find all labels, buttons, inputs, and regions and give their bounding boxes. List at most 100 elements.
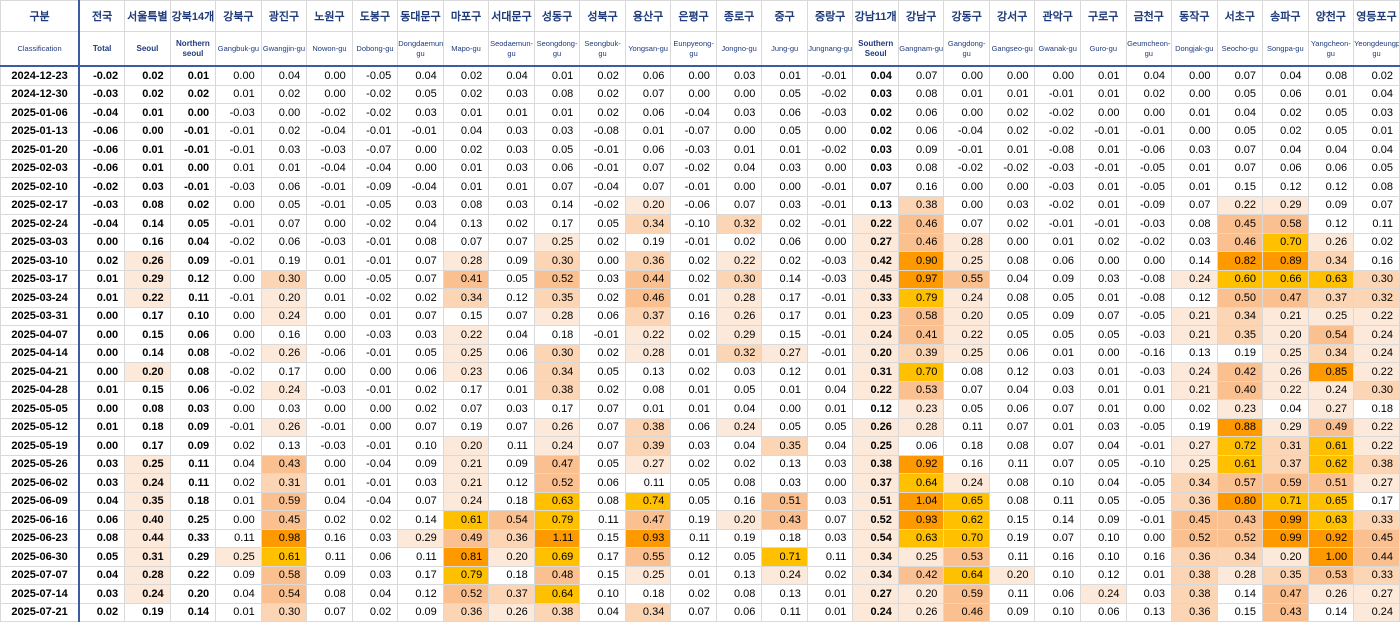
value-cell: 0.01 — [488, 177, 535, 197]
value-cell: -0.06 — [306, 343, 353, 363]
week-date-cell: 2025-02-17 — [0, 195, 81, 215]
value-cell: -0.02 — [670, 158, 717, 178]
column-header-korean: 동대문구 — [397, 0, 444, 32]
value-cell: 0.02 — [397, 380, 444, 400]
column-header-korean: 중랑구 — [806, 0, 854, 32]
value-cell: -0.05 — [1125, 306, 1173, 326]
column-header-english: Jungnang-gu — [806, 31, 854, 67]
value-cell: 0.36 — [488, 528, 535, 548]
value-cell: 0.02 — [1171, 399, 1218, 419]
table-body: 2024-12-23 -0.02 0.02 0.01 0.00 0.04 0.00 -0.05… — [0, 65, 1400, 622]
value-cell: 0.19 — [1216, 343, 1264, 363]
value-cell: 0.15 — [1216, 602, 1264, 622]
value-cell: 0.04 — [1216, 103, 1264, 123]
table-row: 2025-02-24 -0.04 0.14 0.05 -0.01 0.07 0.00 -0.0… — [0, 214, 1400, 234]
value-cell: 0.05 — [761, 84, 808, 104]
value-cell: 0.32 — [715, 343, 763, 363]
value-cell: 0.38 — [1353, 454, 1400, 474]
value-cell: 0.06 — [761, 103, 808, 123]
value-cell: 0.13 — [1171, 343, 1218, 363]
value-cell: 0.04 — [78, 565, 126, 585]
value-cell: -0.02 — [988, 158, 1036, 178]
value-cell: 0.09 — [1034, 269, 1081, 289]
value-cell: 0.38 — [852, 454, 899, 474]
value-cell: 0.21 — [1171, 306, 1218, 326]
value-cell: 0.26 — [124, 251, 171, 271]
value-cell: 0.30 — [533, 343, 581, 363]
value-cell: 0.00 — [306, 65, 353, 86]
value-cell: 0.37 — [488, 584, 535, 604]
value-cell: 0.54 — [852, 528, 899, 548]
value-cell: 0.15 — [442, 306, 490, 326]
value-cell: 0.00 — [78, 306, 126, 326]
value-cell: -0.02 — [78, 177, 126, 197]
value-cell: 0.18 — [943, 436, 990, 456]
value-cell: 0.35 — [1216, 325, 1264, 345]
value-cell: 0.03 — [78, 454, 126, 474]
week-date-cell: 2024-12-23 — [0, 65, 81, 86]
value-cell: 0.16 — [1125, 547, 1173, 567]
value-cell: -0.04 — [351, 491, 399, 511]
value-cell: 0.03 — [670, 436, 717, 456]
value-cell: 0.07 — [988, 417, 1036, 437]
value-cell: 0.38 — [1171, 584, 1218, 604]
value-cell: 0.02 — [579, 103, 626, 123]
value-cell: 0.07 — [397, 417, 444, 437]
value-cell: 0.02 — [852, 121, 899, 141]
value-cell: 0.01 — [1079, 84, 1127, 104]
week-date-cell: 2025-02-24 — [0, 214, 81, 234]
value-cell: -0.03 — [215, 103, 262, 123]
value-cell: 0.19 — [442, 417, 490, 437]
value-cell: -0.01 — [1125, 121, 1173, 141]
table-row: 2025-05-19 0.00 0.17 0.09 0.02 0.13 -0.03 -0.01… — [0, 436, 1400, 456]
value-cell: 0.09 — [1034, 306, 1081, 326]
value-cell: 0.27 — [1307, 399, 1355, 419]
value-cell: 0.04 — [715, 436, 763, 456]
value-cell: 0.79 — [897, 288, 945, 308]
column-header-english: Jongno-gu — [715, 31, 763, 67]
value-cell: 0.02 — [442, 140, 490, 160]
value-cell: -0.01 — [169, 121, 217, 141]
value-cell: 0.11 — [943, 417, 990, 437]
value-cell: -0.03 — [806, 251, 854, 271]
column-header-english: Guro-gu — [1079, 31, 1127, 67]
value-cell: 0.07 — [1034, 528, 1081, 548]
value-cell: -0.02 — [306, 103, 353, 123]
value-cell: 0.02 — [579, 380, 626, 400]
value-cell: 0.01 — [806, 584, 854, 604]
value-cell: 0.05 — [1079, 325, 1127, 345]
value-cell: 0.02 — [78, 251, 126, 271]
value-cell: 0.03 — [1079, 269, 1127, 289]
value-cell: 0.04 — [806, 436, 854, 456]
value-cell: 0.20 — [260, 288, 308, 308]
column-header-english: Total — [78, 31, 126, 67]
value-cell: -0.04 — [78, 103, 126, 123]
value-cell: -0.03 — [1125, 325, 1173, 345]
value-cell: 1.04 — [897, 491, 945, 511]
value-cell: 0.08 — [1171, 214, 1218, 234]
value-cell: 0.07 — [1216, 65, 1264, 86]
value-cell: 0.00 — [1125, 251, 1173, 271]
value-cell: 0.30 — [1353, 269, 1400, 289]
value-cell: 0.23 — [852, 306, 899, 326]
value-cell: 0.03 — [761, 158, 808, 178]
value-cell: 0.99 — [1262, 528, 1309, 548]
value-cell: 0.02 — [1079, 232, 1127, 252]
value-cell: 0.27 — [761, 343, 808, 363]
value-cell: 0.01 — [806, 399, 854, 419]
value-cell: 0.64 — [943, 565, 990, 585]
value-cell: 0.02 — [579, 343, 626, 363]
value-cell: 0.09 — [169, 417, 217, 437]
value-cell: 0.61 — [260, 547, 308, 567]
week-date-cell: 2025-05-26 — [0, 454, 81, 474]
value-cell: 0.08 — [169, 362, 217, 382]
value-cell: 0.01 — [670, 380, 717, 400]
value-cell: 0.22 — [442, 325, 490, 345]
value-cell: 0.25 — [1307, 306, 1355, 326]
column-header-korean: 동작구 — [1171, 0, 1218, 32]
value-cell: 0.13 — [1125, 602, 1173, 622]
value-cell: -0.03 — [306, 232, 353, 252]
value-cell: 0.00 — [306, 269, 353, 289]
value-cell: 0.15 — [124, 325, 171, 345]
value-cell: 0.19 — [124, 602, 171, 622]
